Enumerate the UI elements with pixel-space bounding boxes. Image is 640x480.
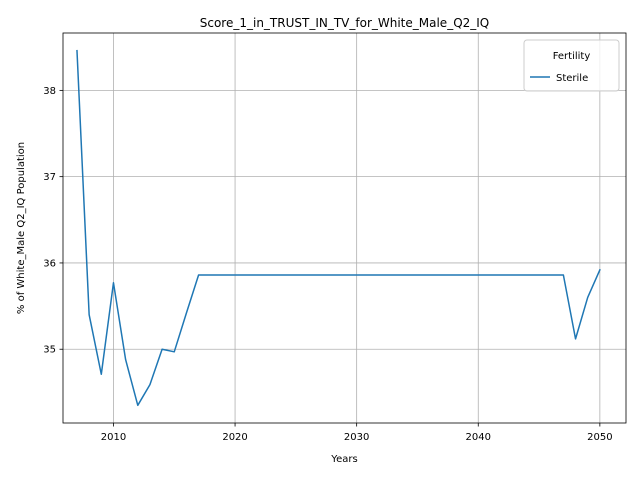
x-axis-label: Years [330, 454, 357, 465]
legend-label-sterile: Sterile [556, 73, 588, 84]
x-tick-label: 2040 [466, 432, 491, 443]
chart-title: Score_1_in_TRUST_IN_TV_for_White_Male_Q2… [200, 16, 490, 30]
x-tick-label: 2020 [222, 432, 247, 443]
x-tick-label: 2030 [344, 432, 369, 443]
legend: Fertility Sterile [524, 40, 619, 91]
y-axis-label: % of White_Male Q2_IQ Population [16, 142, 27, 314]
x-tick-label: 2010 [101, 432, 126, 443]
y-tick-label: 36 [43, 258, 56, 269]
y-tick-label: 38 [43, 86, 56, 97]
y-tick-label: 37 [43, 172, 56, 183]
y-tick-label: 35 [43, 345, 56, 356]
legend-title: Fertility [553, 51, 591, 62]
x-tick-label: 2050 [587, 432, 612, 443]
